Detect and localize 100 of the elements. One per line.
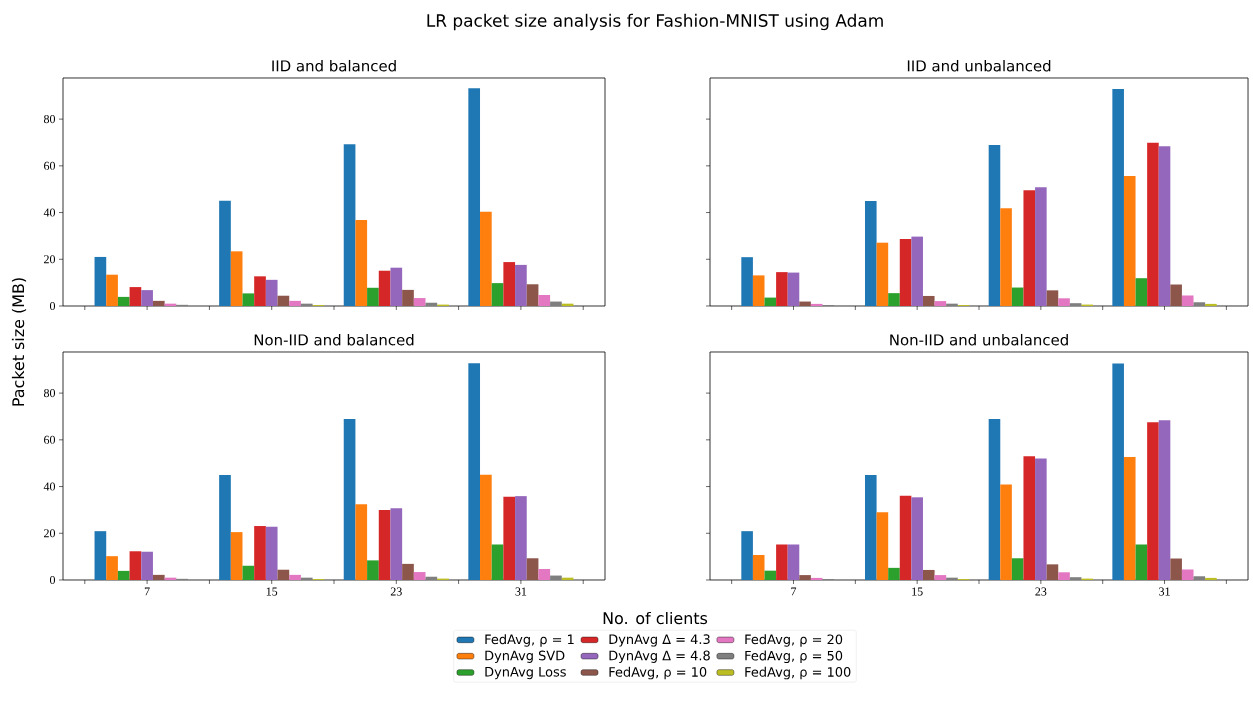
chart-title: IID and balanced [272,59,396,72]
bar [922,295,935,306]
bar [141,290,153,306]
y-tick-label: 80 [43,389,56,398]
bar [810,303,823,306]
bar [503,262,516,306]
chart-title: Non-IID and balanced [254,333,414,346]
bar [242,565,255,580]
bar [799,575,811,580]
bar [152,300,165,306]
bar [538,569,551,580]
bar [752,555,765,580]
bar [503,496,516,580]
bar [94,531,107,580]
bar [355,504,368,580]
bar [355,220,368,306]
bar [1000,484,1012,580]
y-tick-label: 0 [49,301,56,311]
bar [1123,176,1136,306]
y-tick-label: 40 [43,208,56,217]
bar [764,570,777,580]
bar [550,301,562,306]
legend-label: DynAvg Δ = 4.3 [609,634,710,647]
y-tick-label: 0 [49,575,56,585]
bar [390,508,403,580]
bar [219,200,231,306]
x-tick-label: 15 [912,587,923,596]
y-tick-label: 20 [44,529,56,538]
bar [106,556,118,580]
bar [343,144,356,306]
bar [911,497,923,580]
bar [787,544,800,580]
bar [526,558,539,580]
bar [1046,564,1059,580]
bar [1170,284,1182,306]
bar [117,570,130,580]
text: LR packet size analysis for Fashion-MNIST using Adam [427,13,883,31]
bar [254,526,266,580]
bar [888,567,900,580]
bar [402,289,414,306]
bar [367,287,379,306]
bar [1205,577,1217,580]
bar [242,293,255,306]
bar [343,419,356,580]
bar [764,297,777,306]
bar [1023,456,1036,580]
bar [277,569,290,580]
bar [480,211,492,306]
bar [1181,295,1194,306]
bar [1023,190,1036,306]
legend-label: FedAvg, ρ = 100 [745,666,851,680]
bar [265,279,278,306]
x-tick-label: 23 [1035,587,1047,596]
y-tick-label: 80 [43,115,56,124]
bar [1035,458,1047,580]
bar [1069,303,1082,306]
x-tick-label: 15 [266,587,278,596]
y-axis-title: Packet size (MB) [11,278,27,406]
bar [491,544,504,580]
bar [741,257,753,306]
bar [1112,363,1124,580]
bar [1000,208,1012,306]
bar [289,300,301,306]
bar [1205,303,1217,306]
bar [911,236,923,306]
bar [378,509,391,580]
bar [277,295,290,306]
bar [468,363,481,580]
chart-title: Non-IID and unbalanced [890,333,1068,346]
legend-label: DynAvg Δ = 4.8 [609,650,710,663]
bar [1112,88,1124,306]
bar [230,532,243,580]
legend-label: FedAvg, ρ = 50 [745,650,843,664]
bar [988,419,1001,580]
bar [538,295,551,306]
bar [1147,422,1159,580]
bar [117,296,130,306]
bar [787,272,800,306]
bar [1147,142,1159,306]
bar [934,575,947,580]
bar [799,301,811,306]
bar [1035,187,1047,306]
bar [1193,302,1206,306]
bar [515,496,527,580]
x-tick-label: 23 [390,587,402,596]
legend-label: DynAvg Loss [485,667,566,680]
bar [491,283,504,306]
legend-label: DynAvg SVD [485,650,565,663]
bar [1011,558,1024,580]
bar [1011,287,1024,306]
bar [1058,298,1070,306]
x-tick-label: 31 [1159,587,1170,596]
bar [265,526,278,580]
bar [367,560,379,580]
bar [1135,544,1148,580]
bar [129,287,142,306]
bar [129,551,142,580]
legend-label: FedAvg, ρ = 1 [485,634,574,647]
bar [289,574,301,580]
bar [1123,456,1136,580]
